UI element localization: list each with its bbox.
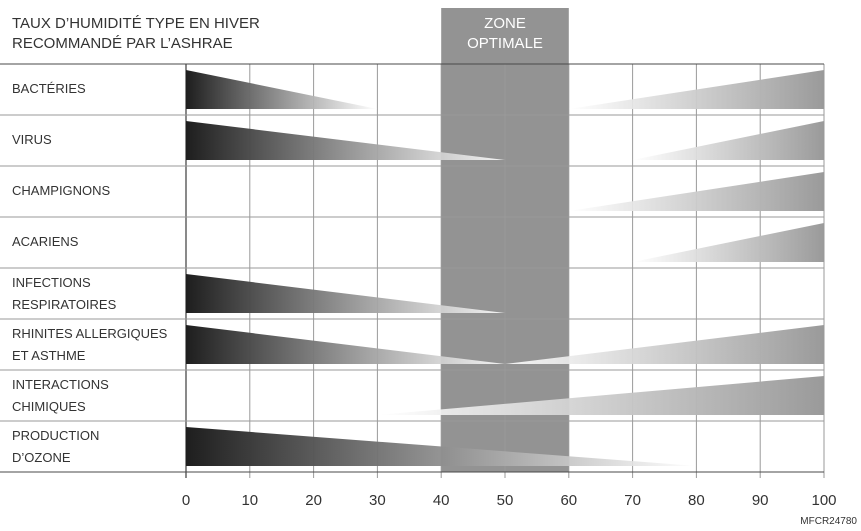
wedge-row-1-1 <box>186 70 378 109</box>
wedge-row-6-1 <box>186 325 505 364</box>
x-tick-label-50: 50 <box>496 492 514 509</box>
x-tick-label-10: 10 <box>241 492 259 509</box>
x-tick-label-90: 90 <box>751 492 769 509</box>
row-label-8-line-2: D’OZONE <box>12 450 71 465</box>
x-tick-label-60: 60 <box>560 492 578 509</box>
row-label-2-line-1: VIRUS <box>12 132 52 147</box>
x-tick-label-30: 30 <box>369 492 386 509</box>
optimal-zone-label-line-2: OPTIMALE <box>467 35 543 52</box>
x-tick-label-20: 20 <box>305 492 322 509</box>
x-tick-label-80: 80 <box>688 492 705 509</box>
wedge-row-1-2 <box>568 70 824 109</box>
chart-title-line-2: RECOMMANDÉ PAR L’ASHRAE <box>12 35 233 52</box>
row-label-5-line-1: INFECTIONS <box>12 275 91 290</box>
wedge-row-3-1 <box>568 172 824 211</box>
wedge-row-6-2 <box>505 325 824 364</box>
row-label-3-line-1: CHAMPIGNONS <box>12 183 111 198</box>
x-tick-label-40: 40 <box>432 492 450 509</box>
row-label-7-line-2: CHIMIQUES <box>12 399 86 414</box>
wedge-row-2-1 <box>186 121 505 160</box>
figure-code: MFCR24780 <box>800 516 857 527</box>
wedge-row-4-1 <box>632 223 824 262</box>
wedge-row-7-1 <box>377 376 824 415</box>
row-label-1-line-1: BACTÉRIES <box>12 81 86 96</box>
wedge-row-2-2 <box>632 121 824 160</box>
row-label-6-line-2: ET ASTHME <box>12 348 86 363</box>
x-tick-label-0: 0 <box>181 492 191 509</box>
optimal-zone-label-line-1: ZONE <box>484 15 526 32</box>
wedge-row-8-1 <box>186 427 697 466</box>
x-tick-label-70: 70 <box>624 492 641 509</box>
row-label-4-line-1: ACARIENS <box>12 234 79 249</box>
chart-title-line-1: TAUX D’HUMIDITÉ TYPE EN HIVER <box>12 15 260 32</box>
row-label-6-line-1: RHINITES ALLERGIQUES <box>12 326 168 341</box>
row-label-5-line-2: RESPIRATOIRES <box>12 297 117 312</box>
chart-title: TAUX D’HUMIDITÉ TYPE EN HIVER RECOMMANDÉ… <box>12 14 260 54</box>
wedge-row-5-1 <box>186 274 505 313</box>
x-tick-label-100: 100 <box>811 492 837 509</box>
row-label-7-line-1: INTERACTIONS <box>12 377 109 392</box>
row-label-8-line-1: PRODUCTION <box>12 428 100 443</box>
optimal-zone-label: ZONE OPTIMALE <box>441 14 569 54</box>
